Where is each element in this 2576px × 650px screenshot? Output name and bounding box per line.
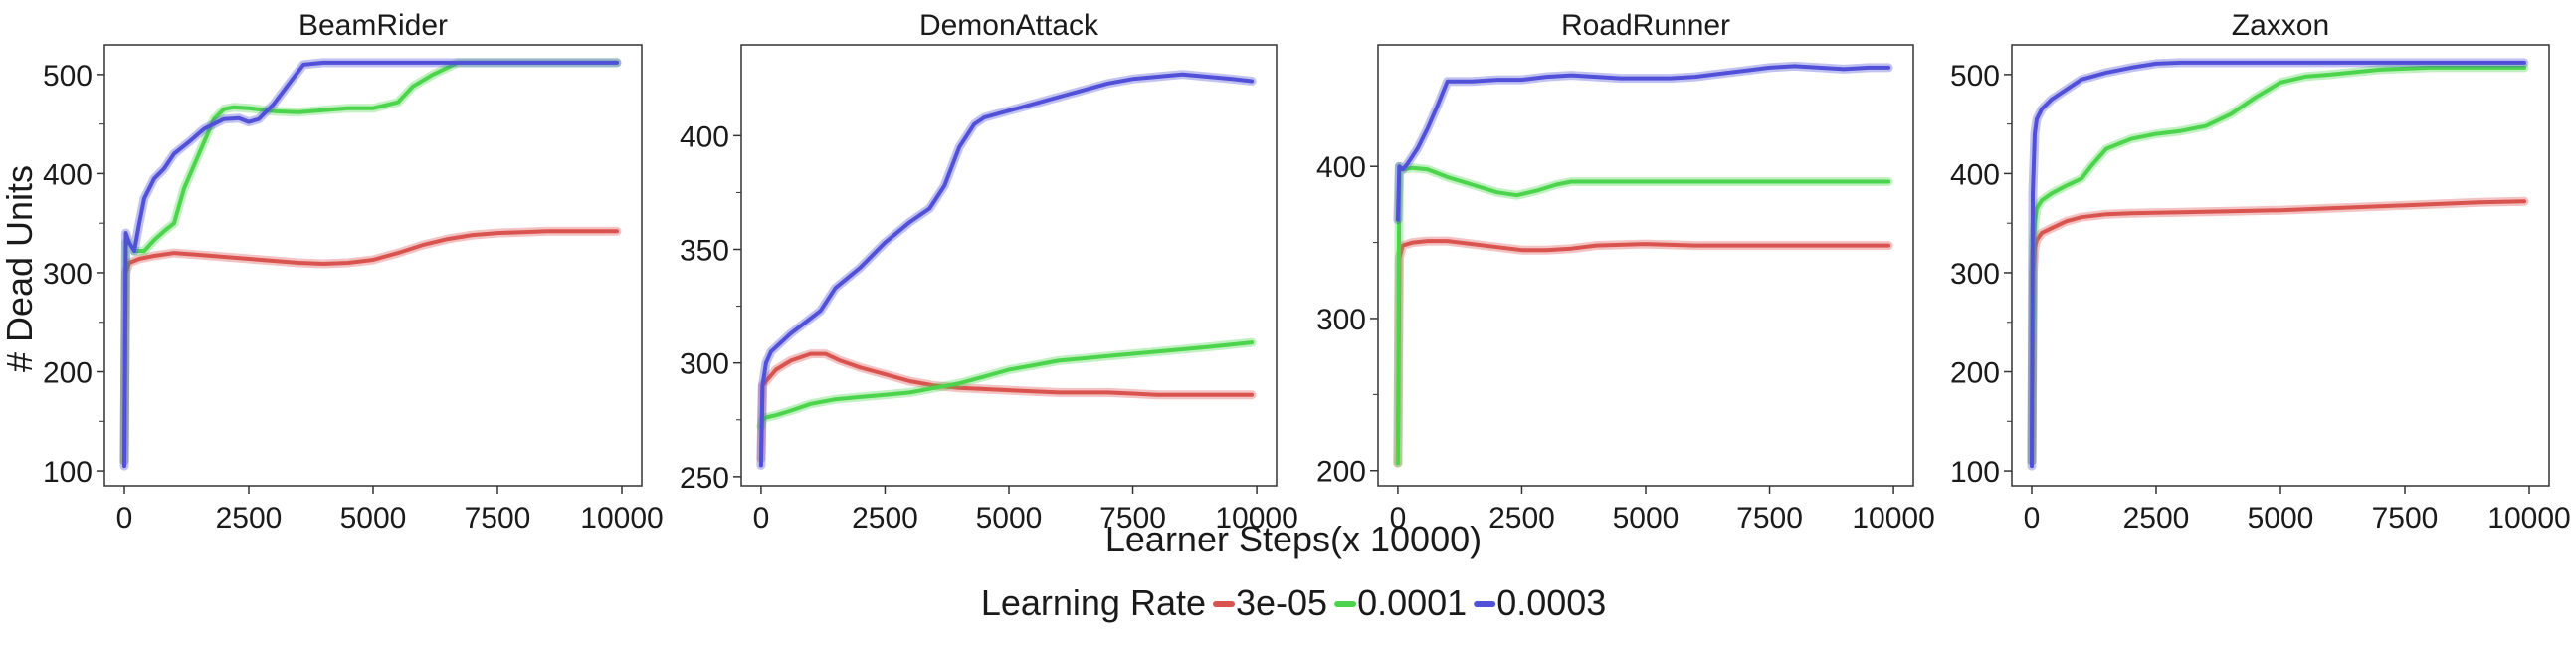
y-axis-label: # Dead Units [0,165,40,372]
legend-title: Learning Rate [981,582,1206,623]
x-axis-label: Learner Steps(x 10000) [1105,519,1482,559]
y-tick-label: 100 [43,456,93,489]
y-tick-label: 300 [43,258,93,291]
y-tick-label: 500 [43,60,93,93]
y-tick-label: 400 [680,120,729,153]
x-tick-label: 0 [2024,502,2041,535]
x-tick-label: 2500 [1488,502,1555,535]
series-line [758,340,1255,429]
legend-label: 0.0001 [1357,582,1467,623]
series-line [122,229,619,464]
chart-title: RoadRunner [1561,9,1730,42]
chart-panel-1: BeamRider 0 2500 5000 7500 10000 100 200 300 400 5… [43,9,664,535]
series-band [1393,161,1893,468]
x-tick-label: 7500 [1099,502,1166,535]
y-tick-label: 200 [43,357,93,390]
series-band [2027,63,2529,466]
x-tick-label: 0 [1390,502,1407,535]
chart-panel-4: Zaxxon 0 2500 5000 7500 10000 100 200 300 400 500 [1950,9,2571,535]
series-line [2030,60,2526,469]
x-tick-label: 0 [753,502,770,535]
x-tick-label: 2500 [216,502,283,535]
y-tick-label: 200 [1316,456,1366,489]
x-tick-label: 2500 [852,502,918,535]
x-tick-label: 10000 [1852,502,1934,535]
legend-entry: 0.0003 [1474,582,1606,623]
x-tick-label: 2500 [2123,502,2190,535]
legend-entry: 3e-05 [1213,582,1327,623]
y-tick-label: 100 [1950,456,2000,489]
series-line [2030,65,2526,464]
x-tick-label: 5000 [1613,502,1680,535]
y-tick-label: 300 [1950,258,2000,291]
series-line [122,60,619,469]
x-tick-label: 0 [116,502,133,535]
x-tick-label: 10000 [580,502,663,535]
chart-title: BeamRider [298,9,448,42]
legend: Learning Rate 3e-05 0.0001 0.0003 [981,582,1606,623]
series-band [1393,236,1893,468]
series-line [1395,64,1891,222]
series-band [756,70,1257,470]
x-tick-label: 5000 [340,502,407,535]
chart-panel-2: DemonAttack 0 2500 5000 7500 10000 250 300 350 40… [680,9,1298,535]
legend-entry: 0.0001 [1334,582,1467,623]
x-tick-label: 7500 [465,502,531,535]
series-band [2027,196,2529,466]
chart-title: DemonAttack [919,9,1099,42]
y-tick-label: 400 [43,158,93,191]
y-tick-label: 400 [1950,158,2000,191]
series-line [2030,199,2526,464]
series-band [2027,58,2529,471]
x-tick-label: 7500 [1736,502,1803,535]
y-tick-label: 250 [680,462,729,495]
series-line [1395,239,1891,466]
legend-label: 3e-05 [1236,582,1327,623]
y-tick-label: 400 [1316,151,1366,184]
x-tick-label: 5000 [2248,502,2314,535]
x-tick-label: 10000 [1215,502,1297,535]
plot-frame [1377,44,1914,487]
y-tick-label: 300 [680,348,729,381]
chart-panel-3: RoadRunner 0 2500 5000 7500 10000 200 300 400 [1316,9,1935,535]
y-tick-label: 300 [1316,304,1366,336]
series-band [119,226,622,466]
y-tick-label: 200 [1950,357,2000,390]
y-tick-label: 500 [1950,60,2000,93]
x-tick-label: 5000 [976,502,1043,535]
plot-frame [2011,44,2550,487]
series-line [758,351,1255,461]
y-tick-label: 350 [680,235,729,268]
series-line [122,60,619,464]
legend-label: 0.0003 [1496,582,1606,623]
chart-title: Zaxxon [2232,9,2329,42]
series-line [1395,164,1891,466]
series-line [758,72,1255,468]
x-tick-label: 7500 [2372,502,2439,535]
series-band [1393,61,1893,225]
x-tick-label: 10000 [2487,502,2570,535]
